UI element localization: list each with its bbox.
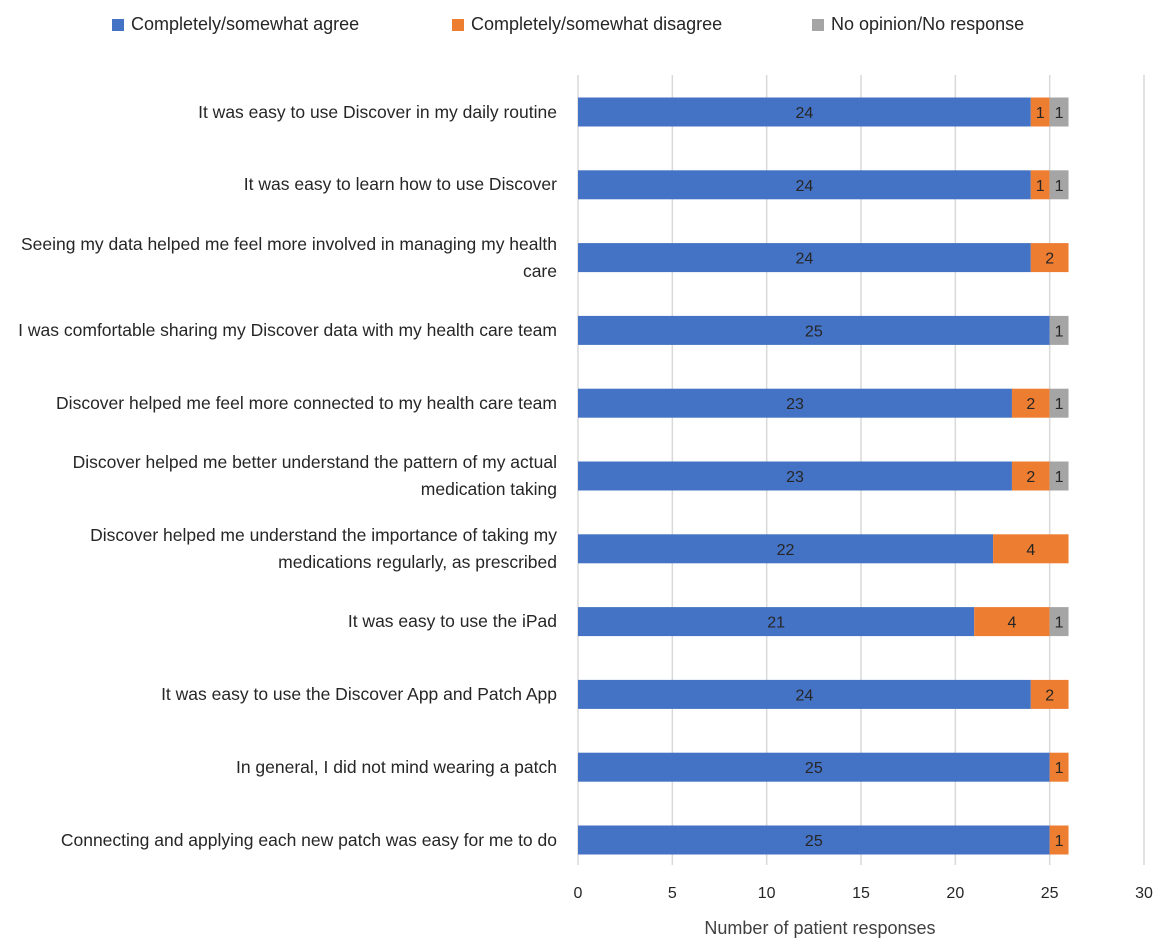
bar-series: 24 1 124 1 124 225 123 2 123 2 122 421 4 124 225 125 1 <box>578 97 1069 855</box>
bar-value-label: 4 <box>1007 615 1016 632</box>
legend-swatch-agree <box>112 18 124 31</box>
bar-agree <box>578 170 1031 200</box>
bar-agree <box>578 315 1050 345</box>
bar-value-label: 1 <box>1055 615 1064 632</box>
bar-value-label: 22 <box>777 542 795 559</box>
bar-value-label: 2 <box>1045 687 1054 704</box>
bar-value-label: 1 <box>1055 178 1064 195</box>
bar-value-label: 24 <box>796 251 814 268</box>
category-label: Discover helped me feel more connected t… <box>56 392 557 413</box>
bar-agree <box>578 607 975 637</box>
bar-agree <box>578 243 1031 273</box>
x-tick-label: 25 <box>1041 885 1059 902</box>
bar-agree <box>578 388 1012 418</box>
legend: Completely/somewhat agree Completely/som… <box>0 14 1161 42</box>
legend-swatch-disagree <box>452 18 464 31</box>
bar-value-label: 24 <box>796 178 814 195</box>
x-tick-label: 30 <box>1135 885 1153 902</box>
bar-no-opinion <box>1049 388 1069 418</box>
bar-disagree <box>1011 388 1050 418</box>
bar-disagree <box>993 534 1069 564</box>
legend-label-no-opinion: No opinion/No response <box>831 14 1025 34</box>
bar-agree <box>578 825 1050 855</box>
bar-value-label: 2 <box>1045 251 1054 268</box>
category-label: Discover helped me understand the import… <box>90 524 557 572</box>
bar-value-label: 25 <box>805 760 823 777</box>
bar-disagree <box>1011 461 1050 491</box>
bar-value-label: 23 <box>786 396 804 413</box>
x-axis-ticks: 0 5 10 15 20 25 30 <box>574 885 1153 902</box>
bar-value-label: 1 <box>1055 469 1064 486</box>
category-label: It was easy to learn how to use Discover <box>243 174 557 195</box>
category-label: Seeing my data helped me feel more invol… <box>20 233 557 281</box>
legend-label-agree: Completely/somewhat agree <box>131 14 360 34</box>
legend-item-no-opinion: No opinion/No response <box>812 14 1024 35</box>
bar-disagree <box>1030 243 1069 273</box>
bar-disagree <box>1030 679 1069 709</box>
category-label: I was comfortable sharing my Discover da… <box>18 319 557 340</box>
bar-value-label: 1 <box>1036 178 1045 195</box>
bar-value-label: 2 <box>1026 396 1035 413</box>
bar-agree <box>578 461 1012 491</box>
bar-agree <box>578 534 994 564</box>
bar-no-opinion <box>1049 607 1069 637</box>
bar-value-label: 2 <box>1026 469 1035 486</box>
bar-value-label: 1 <box>1055 396 1064 413</box>
bar-value-label: 25 <box>805 833 823 850</box>
bar-value-label: 24 <box>796 687 814 704</box>
legend-item-agree: Completely/somewhat agree <box>112 14 359 35</box>
bar-disagree <box>1049 825 1069 855</box>
bar-agree <box>578 679 1031 709</box>
legend-item-disagree: Completely/somewhat disagree <box>452 14 722 35</box>
bar-value-label: 23 <box>786 469 804 486</box>
bar-disagree <box>974 607 1050 637</box>
x-tick-label: 20 <box>946 885 964 902</box>
legend-swatch-no-opinion <box>812 18 824 31</box>
bar-value-label: 1 <box>1055 833 1064 850</box>
x-tick-label: 10 <box>758 885 776 902</box>
x-tick-label: 15 <box>852 885 870 902</box>
category-label: It was easy to use the Discover App and … <box>161 683 557 704</box>
bar-value-label: 1 <box>1055 760 1064 777</box>
bar-value-label: 4 <box>1026 542 1035 559</box>
bar-value-label: 1 <box>1055 105 1064 122</box>
x-axis-title: Number of patient responses <box>704 918 936 938</box>
bar-agree <box>578 752 1050 782</box>
bar-disagree <box>1049 752 1069 782</box>
x-tick-label: 5 <box>668 885 677 902</box>
bar-value-label: 24 <box>796 105 814 122</box>
category-label: In general, I did not mind wearing a pat… <box>235 756 557 777</box>
category-label: Connecting and applying each new patch w… <box>60 829 557 850</box>
bar-no-opinion <box>1049 97 1069 127</box>
bar-disagree <box>1030 97 1050 127</box>
bar-no-opinion <box>1049 461 1069 491</box>
bar-no-opinion <box>1049 170 1069 200</box>
category-label: It was easy to use Discover in my daily … <box>198 101 557 122</box>
bar-agree <box>578 97 1031 127</box>
bar-value-label: 1 <box>1036 105 1045 122</box>
bar-value-label: 25 <box>805 323 823 340</box>
bar-value-label: 21 <box>767 615 785 632</box>
category-label: It was easy to use the iPad <box>347 611 557 632</box>
bar-no-opinion <box>1049 315 1069 345</box>
category-label: Discover helped me better understand the… <box>72 452 557 499</box>
x-tick-label: 0 <box>574 885 583 902</box>
bar-disagree <box>1030 170 1050 200</box>
legend-label-disagree: Completely/somewhat disagree <box>471 14 723 34</box>
bar-value-label: 1 <box>1055 323 1064 340</box>
